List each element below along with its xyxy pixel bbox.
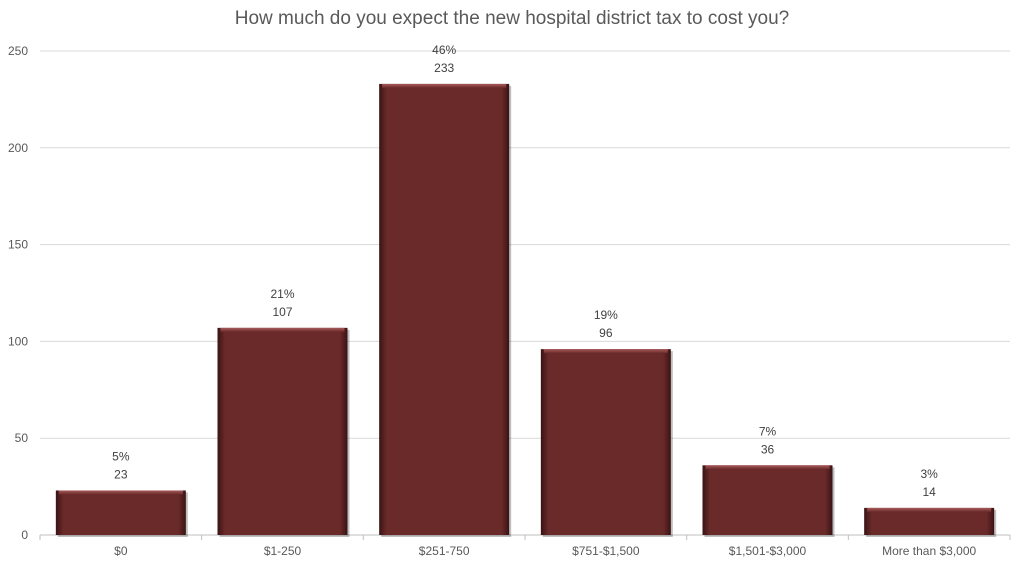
data-label-value: 14 bbox=[922, 485, 936, 499]
data-label-percent: 5% bbox=[112, 449, 130, 463]
bar bbox=[379, 83, 510, 536]
bar-bevel bbox=[543, 349, 668, 354]
data-label-value: 107 bbox=[272, 305, 292, 319]
bar-group bbox=[217, 327, 350, 537]
data-label-percent: 46% bbox=[432, 43, 456, 57]
y-tick-label: 0 bbox=[21, 528, 28, 542]
data-label-value: 23 bbox=[114, 467, 128, 481]
bar-bevel bbox=[867, 507, 992, 512]
data-label-value: 233 bbox=[434, 61, 454, 75]
bar bbox=[702, 465, 833, 535]
y-tick-label: 150 bbox=[8, 238, 28, 252]
x-tick-label: More than $3,000 bbox=[882, 544, 976, 558]
x-tick-label: $751-$1,500 bbox=[572, 544, 640, 558]
data-label-percent: 7% bbox=[759, 424, 777, 438]
data-label-value: 96 bbox=[599, 326, 613, 340]
data-label-percent: 19% bbox=[594, 308, 618, 322]
bar bbox=[540, 349, 671, 535]
data-label-value: 36 bbox=[761, 442, 775, 456]
x-tick-label: $251-750 bbox=[419, 544, 470, 558]
data-label-percent: 3% bbox=[920, 467, 938, 481]
bar-group bbox=[864, 507, 997, 537]
bar-bevel bbox=[382, 83, 507, 88]
bar-bevel bbox=[705, 465, 830, 470]
bar-bevel bbox=[220, 327, 345, 332]
bar-group bbox=[540, 349, 673, 537]
data-label-percent: 21% bbox=[270, 287, 294, 301]
y-tick-label: 50 bbox=[15, 431, 29, 445]
y-tick-label: 200 bbox=[8, 141, 28, 155]
y-tick-label: 250 bbox=[8, 44, 28, 58]
bar bbox=[55, 490, 186, 535]
bar bbox=[864, 507, 995, 535]
bar-group bbox=[702, 465, 835, 537]
bar-group bbox=[55, 490, 188, 537]
bar bbox=[217, 327, 348, 535]
chart-title: How much do you expect the new hospital … bbox=[234, 8, 790, 29]
x-tick-label: $1-250 bbox=[264, 544, 302, 558]
bar-group bbox=[379, 83, 512, 538]
x-tick-label: $1,501-$3,000 bbox=[729, 544, 807, 558]
bar-bevel bbox=[58, 490, 183, 495]
x-tick-label: $0 bbox=[114, 544, 128, 558]
y-tick-label: 100 bbox=[8, 334, 28, 348]
